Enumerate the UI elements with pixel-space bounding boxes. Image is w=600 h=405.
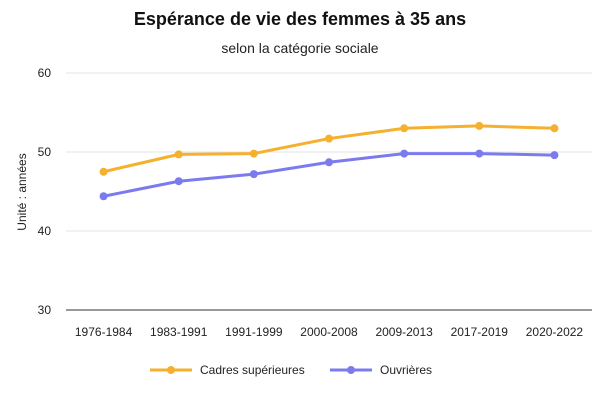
data-point[interactable] (249, 170, 258, 179)
data-point[interactable] (475, 149, 484, 158)
data-point[interactable] (325, 134, 333, 143)
series-group (99, 121, 559, 201)
y-tick-label: 40 (38, 224, 52, 238)
x-tick-label: 1991-1999 (225, 325, 283, 339)
x-tick-label: 2020-2022 (526, 325, 584, 339)
data-point[interactable] (249, 149, 258, 158)
x-tick-labels: 1976-1984 1983-1991 1991-1999 2000-2008 2009… (75, 325, 584, 339)
data-point[interactable] (325, 158, 333, 167)
data-point[interactable] (99, 192, 108, 201)
legend-label: Cadres supérieures (200, 363, 305, 377)
data-point[interactable] (550, 124, 559, 133)
x-tick-label: 2017-2019 (451, 325, 509, 339)
legend[interactable]: Cadres supérieures Ouvrières (150, 363, 432, 377)
data-point[interactable] (550, 151, 559, 160)
chart-subtitle: selon la catégorie sociale (221, 40, 378, 56)
x-tick-label: 2009-2013 (375, 325, 433, 339)
data-point[interactable] (99, 167, 108, 176)
x-tick-label: 1976-1984 (75, 325, 133, 339)
grid-lines (66, 72, 592, 311)
y-tick-label: 30 (38, 303, 52, 317)
legend-swatch-marker (347, 366, 355, 374)
data-point[interactable] (174, 177, 183, 186)
data-point[interactable] (475, 121, 484, 130)
legend-item[interactable]: Cadres supérieures (150, 363, 305, 377)
legend-swatch-marker (167, 366, 175, 374)
series-1 (99, 121, 559, 176)
y-tick-labels: 30 40 50 60 (38, 66, 52, 317)
x-tick-label: 1983-1991 (150, 325, 208, 339)
series-2 (99, 149, 559, 201)
data-point[interactable] (400, 124, 409, 133)
data-point[interactable] (400, 149, 409, 158)
y-tick-label: 50 (38, 145, 52, 159)
x-tick-label: 2000-2008 (300, 325, 358, 339)
data-point[interactable] (174, 150, 183, 159)
legend-label: Ouvrières (380, 363, 432, 377)
y-tick-label: 60 (38, 66, 52, 80)
legend-item[interactable]: Ouvrières (330, 363, 432, 377)
chart-title: Espérance de vie des femmes à 35 ans (134, 9, 466, 29)
y-axis-label: Unité : années (15, 153, 29, 230)
